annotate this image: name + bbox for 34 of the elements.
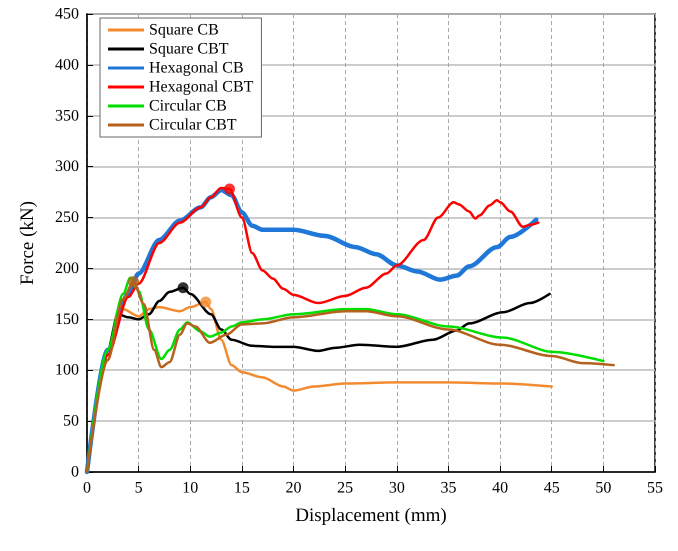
point <box>128 276 139 288</box>
x-tick-label: 35 <box>440 480 456 496</box>
x-tick-label: 30 <box>388 480 405 496</box>
y-tick-label: 300 <box>55 158 79 176</box>
y-tick-label: 350 <box>55 107 79 124</box>
legend-label: Hexagonal CB <box>149 60 244 76</box>
x-tick-label: 0 <box>83 480 91 496</box>
legend-label: Hexagonal CBT <box>149 78 254 96</box>
legend-label: Circular CB <box>149 98 227 114</box>
y-tick-label: 200 <box>55 260 79 277</box>
y-axis-title: Force (kN) <box>17 201 38 285</box>
x-tick-label: 40 <box>492 480 508 496</box>
x-tick-label: 55 <box>647 480 663 496</box>
x-tick-label: 15 <box>234 480 250 496</box>
point <box>224 184 236 195</box>
x-tick-label: 5 <box>134 480 143 496</box>
x-tick-label: 25 <box>337 480 354 496</box>
x-tick-label: 50 <box>595 480 612 496</box>
y-tick-label: 100 <box>55 362 79 379</box>
y-tick-label: 250 <box>55 209 79 226</box>
legend-label: Square CB <box>149 22 219 38</box>
y-tick-label: 400 <box>55 56 79 74</box>
y-tick-label: 450 <box>55 6 79 22</box>
point <box>200 296 212 308</box>
x-tick-label: 10 <box>182 480 198 496</box>
y-tick-label: 150 <box>55 310 79 328</box>
x-axis-title: Displacement (mm) <box>295 505 447 526</box>
legend-label: Circular CBT <box>149 116 237 134</box>
legend-label: Square CBT <box>149 40 229 58</box>
y-tick-label: 0 <box>71 464 79 480</box>
point <box>178 282 189 294</box>
y-tick-label: 50 <box>63 412 79 430</box>
x-tick-label: 45 <box>544 480 560 496</box>
x-tick-label: 20 <box>286 480 302 496</box>
